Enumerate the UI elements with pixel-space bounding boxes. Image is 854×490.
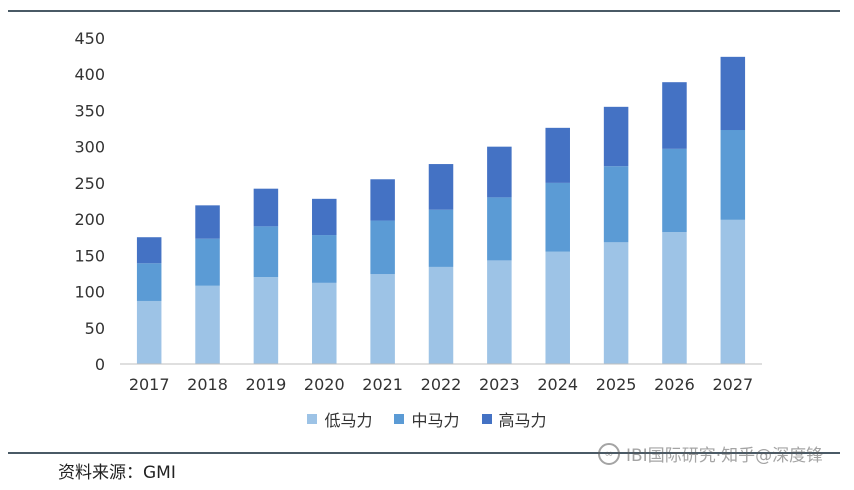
x-tick-label: 2020 <box>304 375 345 394</box>
wechat-icon: ∞ <box>598 442 620 465</box>
legend-swatch <box>307 414 318 424</box>
legend-swatch <box>481 414 492 424</box>
bar-segment <box>487 197 512 261</box>
bar-segment <box>312 198 337 236</box>
x-tick-label: 2017 <box>129 375 170 394</box>
bar-segment <box>195 285 220 364</box>
bar-segment <box>662 82 687 149</box>
bar-segment <box>370 220 395 275</box>
bar-segment <box>720 130 746 220</box>
x-axis: 2017 2018 2019 2020 2021 2022 2023 2024 2025 2026… <box>129 375 753 394</box>
bar-segment <box>253 277 279 364</box>
bar-segment <box>720 219 746 364</box>
legend-item: 高马力 <box>481 407 547 431</box>
bar-segment <box>136 300 162 364</box>
y-axis: 0 50 100 150 200 250 300 350 400 450 <box>74 29 105 374</box>
bar-segment <box>253 226 279 278</box>
bar-segment <box>487 146 512 198</box>
legend-swatch <box>394 414 405 424</box>
y-tick-label: 100 <box>74 283 105 302</box>
bar-segment <box>603 106 629 167</box>
bar-group <box>136 56 746 364</box>
legend-item: 低马力 <box>307 407 372 431</box>
bar-segment <box>370 179 395 221</box>
bar-segment <box>603 242 629 364</box>
bar-segment <box>253 188 279 227</box>
bar-segment <box>603 166 629 243</box>
x-tick-label: 2018 <box>187 375 228 394</box>
x-tick-label: 2019 <box>246 375 287 394</box>
x-tick-label: 2024 <box>537 375 578 394</box>
bar-segment <box>370 274 395 364</box>
bar-segment <box>662 148 687 233</box>
bar-segment <box>136 263 162 301</box>
y-tick-label: 450 <box>74 29 105 48</box>
y-tick-label: 400 <box>74 65 105 84</box>
legend-item: 中马力 <box>394 407 460 431</box>
x-tick-label: 2022 <box>421 375 462 394</box>
y-tick-label: 50 <box>85 319 105 338</box>
y-tick-label: 0 <box>95 355 105 374</box>
y-tick-label: 150 <box>74 246 105 265</box>
stacked-bar-chart: 0 50 100 150 200 250 300 350 400 450 2017 2018 2019… <box>74 29 762 394</box>
y-tick-label: 250 <box>74 174 105 193</box>
watermark-text: IBI国际研究·知乎@深度锋 <box>626 446 824 466</box>
bar-segment <box>312 235 337 283</box>
bar-segment <box>428 164 454 210</box>
y-tick-label: 350 <box>74 101 105 120</box>
bar-segment <box>428 209 454 267</box>
y-tick-label: 300 <box>74 138 105 157</box>
bar-segment <box>136 237 162 264</box>
bar-segment <box>545 182 570 252</box>
bar-segment <box>545 127 570 183</box>
bar-segment <box>312 282 337 364</box>
bar-segment <box>662 232 687 364</box>
bottom-divider <box>8 452 840 454</box>
watermark: ∞ IBI国际研究·知乎@深度锋 <box>598 441 823 466</box>
bar-segment <box>487 260 512 364</box>
bar-segment <box>545 251 570 364</box>
bar-segment <box>720 56 746 131</box>
bar-segment <box>195 205 220 239</box>
top-divider <box>8 10 840 12</box>
x-tick-label: 2023 <box>479 375 520 394</box>
chart-legend: 低马力 中马力 高马力 <box>0 407 854 431</box>
x-tick-label: 2021 <box>362 375 403 394</box>
y-tick-label: 200 <box>74 210 105 229</box>
legend-label: 高马力 <box>498 411 547 430</box>
x-tick-label: 2027 <box>712 375 753 394</box>
legend-label: 低马力 <box>324 411 373 430</box>
legend-label: 中马力 <box>411 411 460 430</box>
bar-segment <box>195 238 220 286</box>
source-note: 资料来源：GMI <box>58 463 176 483</box>
bar-segment <box>428 266 454 364</box>
x-tick-label: 2025 <box>596 375 637 394</box>
x-tick-label: 2026 <box>654 375 695 394</box>
